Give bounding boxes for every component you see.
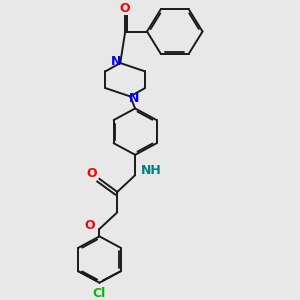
Text: N: N	[111, 55, 122, 68]
Text: O: O	[84, 219, 95, 232]
Text: NH: NH	[141, 164, 161, 177]
Text: O: O	[86, 167, 97, 180]
Text: O: O	[119, 2, 130, 15]
Text: Cl: Cl	[93, 287, 106, 300]
Text: N: N	[129, 92, 139, 105]
